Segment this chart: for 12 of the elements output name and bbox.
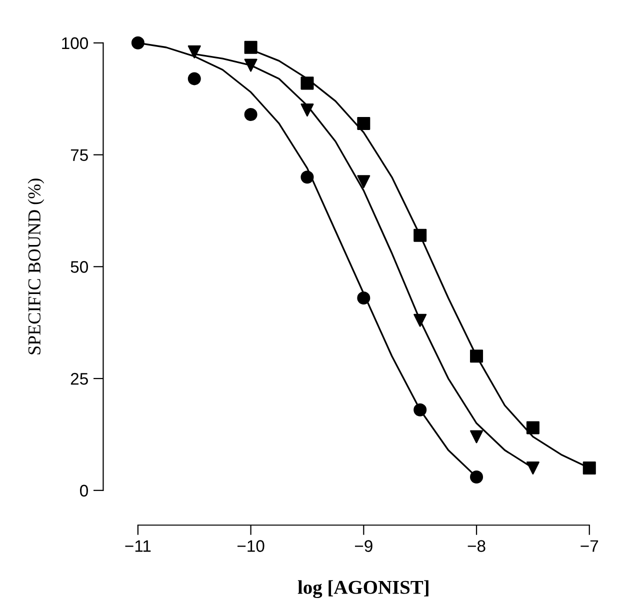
- y-tick-label: 50: [70, 261, 88, 273]
- y-tick-label: 75: [70, 149, 88, 161]
- x-tick-label: −11: [125, 540, 151, 552]
- y-axis-title: SPECIFIC BOUND (%): [28, 178, 44, 354]
- y-tick-label: 0: [80, 484, 88, 497]
- x-tick-label: −10: [237, 540, 264, 552]
- x-tick-label: −8: [468, 540, 486, 552]
- y-tick-label: 100: [62, 37, 88, 50]
- y-tick-label: 25: [70, 372, 88, 385]
- x-axis-title: log [AGONIST]: [298, 580, 428, 598]
- x-tick-label: −7: [580, 540, 598, 552]
- x-tick-label: −9: [354, 540, 372, 552]
